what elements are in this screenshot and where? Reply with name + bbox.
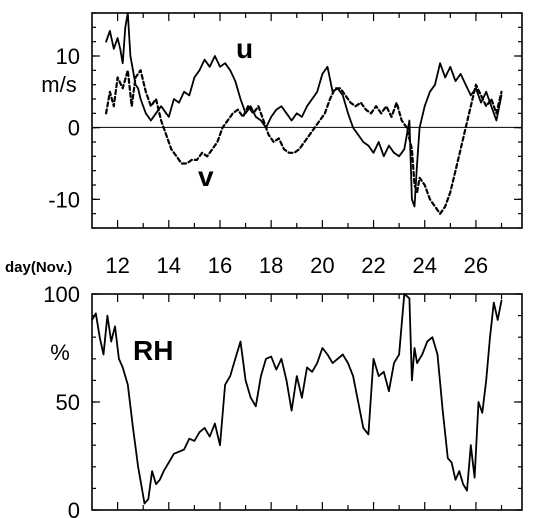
x-axis-tick-labels: 12 14 16 18 20 22 24 26: [105, 253, 488, 278]
rh-unit-label: %: [50, 340, 70, 365]
y-tick-label: 0: [68, 498, 80, 518]
series-line-v: [105, 69, 503, 215]
y-tick-label: 0: [68, 116, 80, 141]
y-tick-label: 10: [56, 44, 80, 69]
x-tick-label: 22: [361, 253, 385, 278]
x-axis-strip: day(Nov.) 12 14 16 18 20 22 24 26: [5, 253, 488, 278]
rh-panel: 100 50 0 % RH: [43, 282, 523, 518]
rh-panel-frame: [91, 293, 523, 511]
wind-panel-frame: [91, 12, 523, 229]
series-label-rh: RH: [133, 335, 173, 366]
rh-panel-ticks: [92, 293, 522, 511]
y-tick-label: 100: [43, 282, 80, 307]
rh-panel-lines: [91, 293, 503, 505]
x-tick-label: 18: [259, 253, 283, 278]
x-axis-label: day(Nov.): [5, 259, 72, 276]
x-tick-label: 20: [310, 253, 334, 278]
x-tick-label: 24: [412, 253, 436, 278]
wind-panel-ticks: [92, 12, 522, 229]
wind-panel: 10 0 -10 m/s u v: [41, 12, 523, 229]
x-tick-label: 12: [105, 253, 129, 278]
wind-panel-lines: [105, 12, 503, 215]
series-label-u: u: [236, 33, 253, 64]
y-tick-label: 50: [56, 390, 80, 415]
series-line-rh: [91, 293, 503, 505]
series-line-u: [105, 12, 503, 208]
x-tick-label: 16: [208, 253, 232, 278]
x-tick-label: 14: [157, 253, 181, 278]
wind-panel-ytick-labels: 10 0 -10: [48, 44, 80, 212]
y-tick-label: -10: [48, 187, 80, 212]
wind-unit-label: m/s: [41, 72, 76, 97]
x-tick-label: 26: [464, 253, 488, 278]
series-label-v: v: [198, 161, 214, 192]
rh-panel-ytick-labels: 100 50 0: [43, 282, 80, 518]
